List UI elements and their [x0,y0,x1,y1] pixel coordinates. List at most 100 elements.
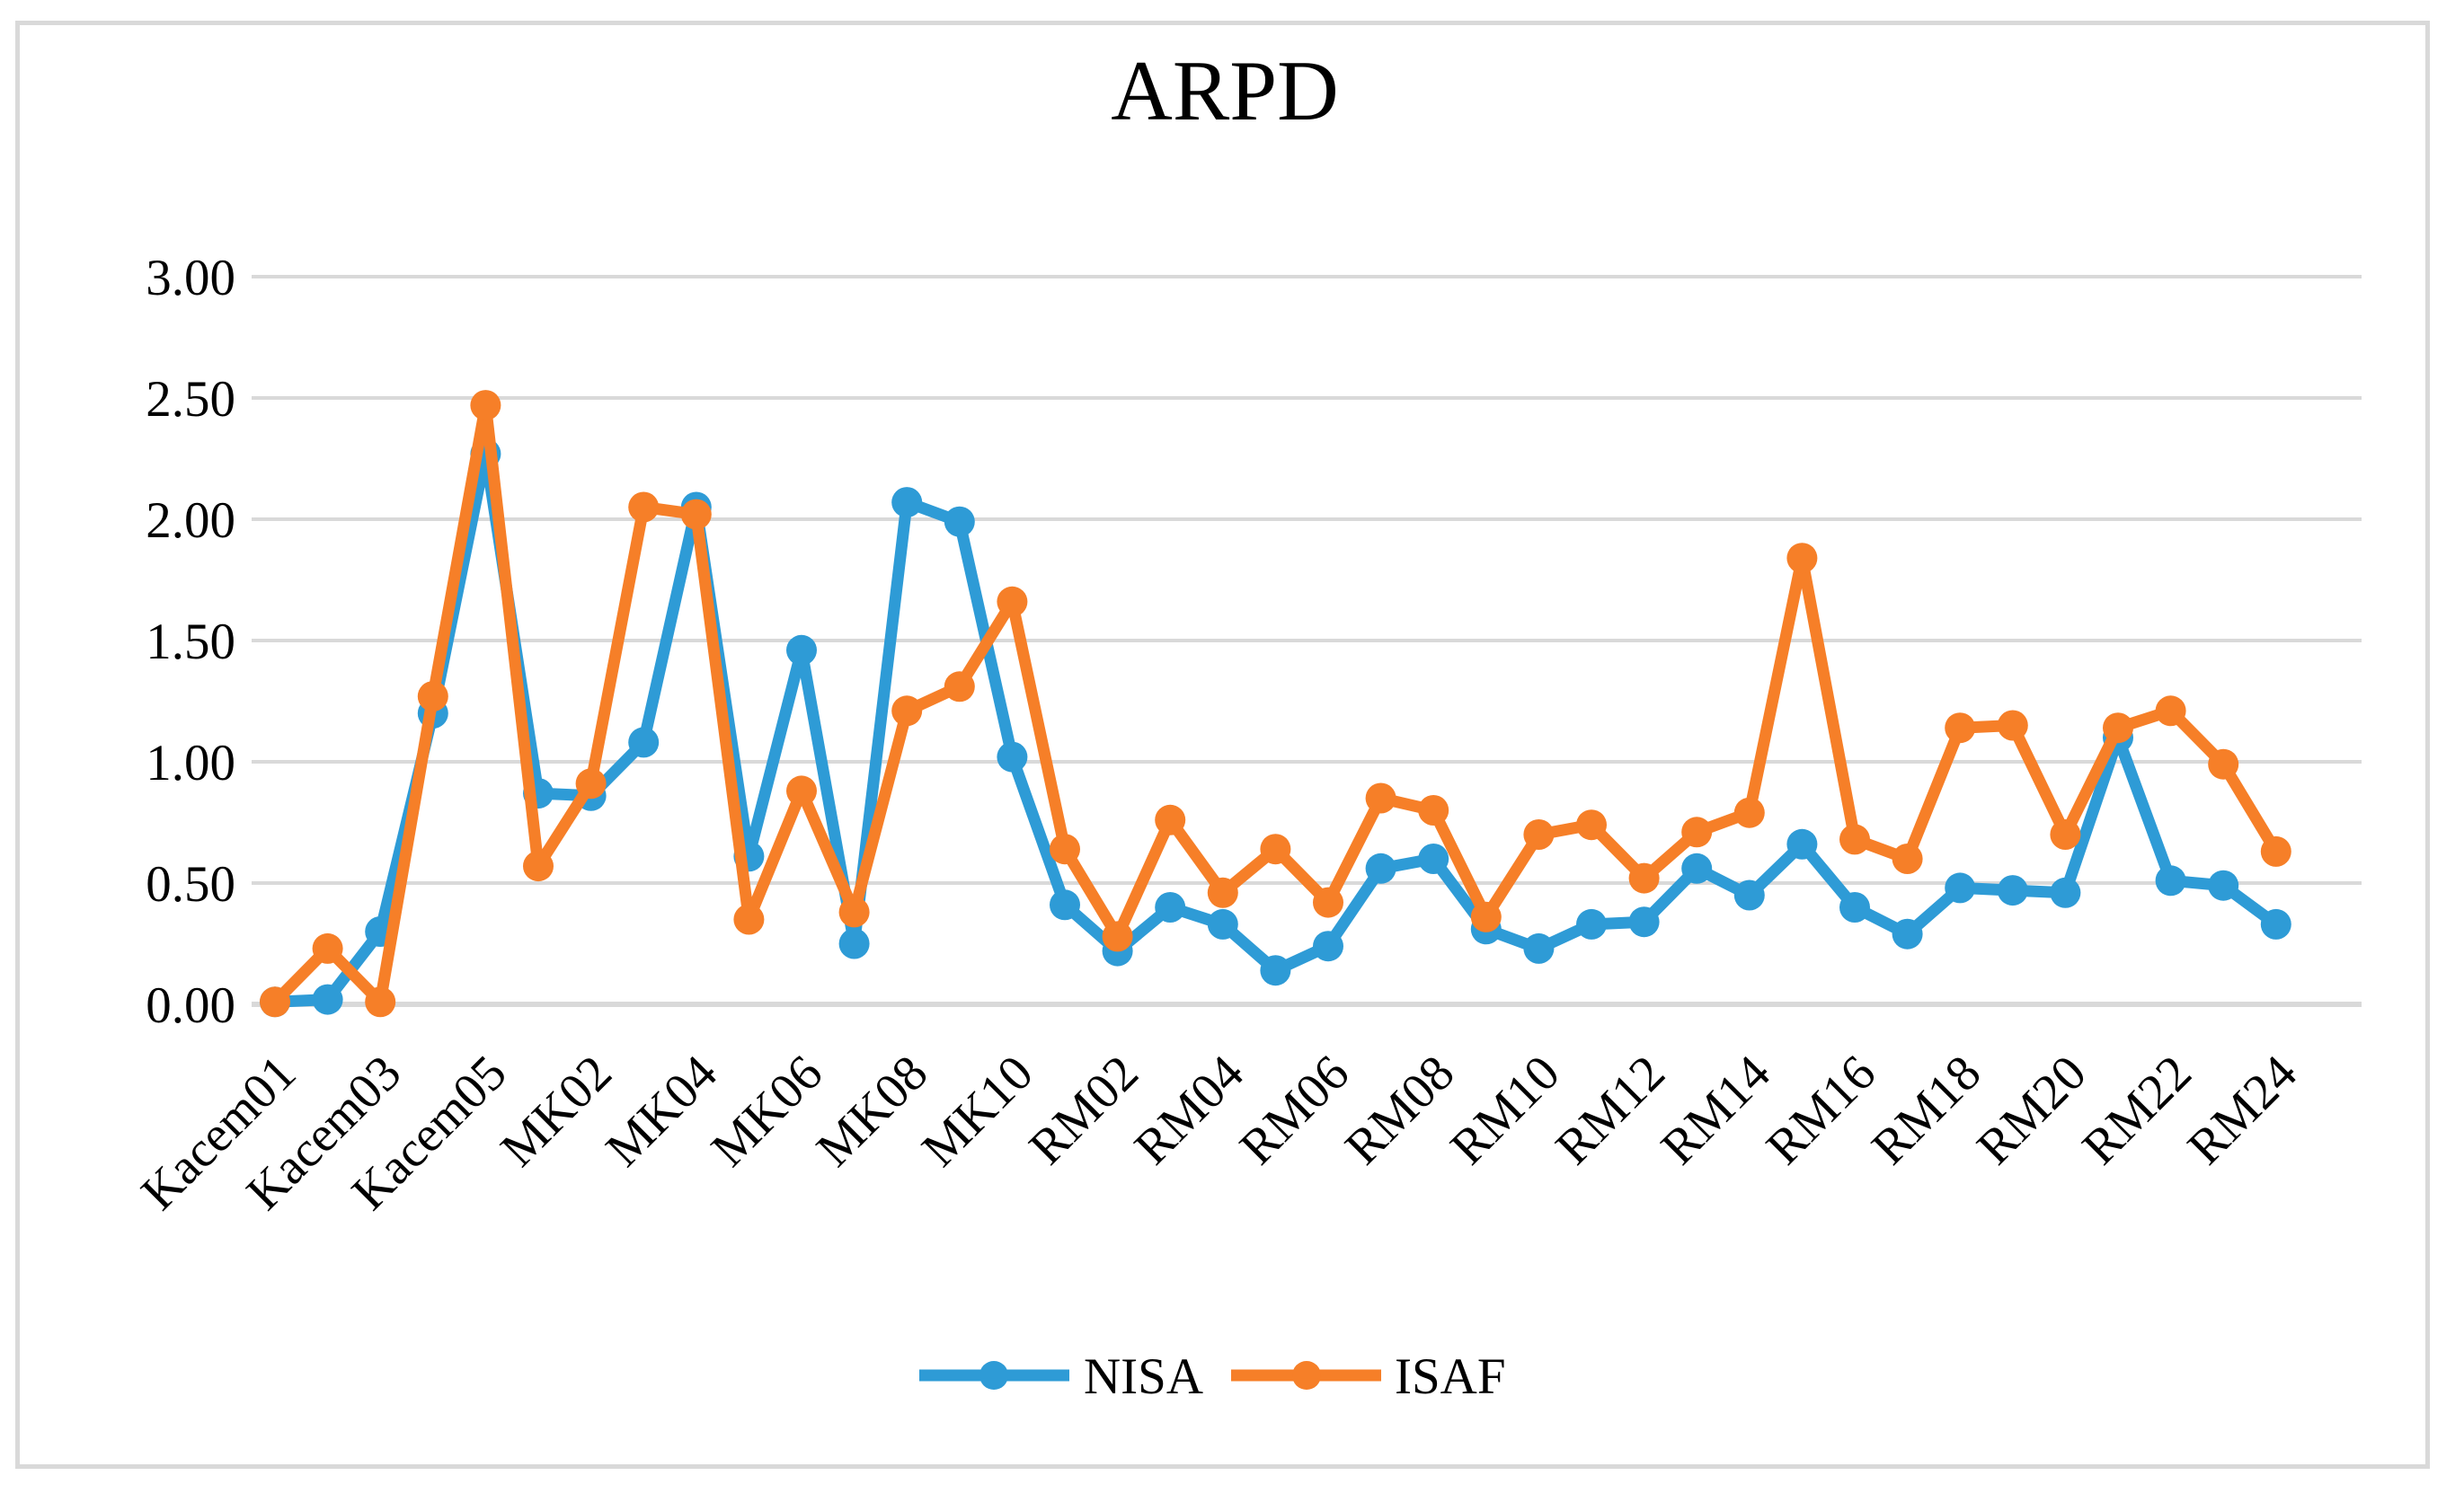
isaf-marker [1839,824,1870,855]
series-isaf [260,390,2291,1018]
x-axis-tick-label: RM04 [1124,1045,1254,1175]
series-layer [260,390,2291,1018]
isaf-marker [1945,712,1976,744]
nisa-marker [1365,853,1396,884]
x-axis-tick-label: RM24 [2177,1045,2308,1175]
isaf-marker [575,768,607,800]
legend-item-nisa: NISA [919,1348,1203,1405]
isaf-marker [523,851,554,882]
nisa-marker [1945,872,1976,904]
isaf-marker [417,681,448,712]
nisa-marker [1786,828,1818,860]
y-axis-tick-label: 2.00 [146,492,235,549]
x-axis-tick-label: RM14 [1651,1045,1781,1175]
x-axis-labels: Kacem01Kacem03Kacem05MK02MK04MK06MK08MK1… [131,1045,2308,1221]
x-axis-tick-label: RM20 [1967,1045,2097,1175]
x-axis-tick-label: RM12 [1546,1045,1676,1175]
x-axis-tick-label: MK02 [491,1045,623,1177]
nisa-legend-marker-icon [979,1361,1008,1390]
nisa-marker [1628,906,1660,938]
isaf-marker [628,491,660,523]
y-axis-tick-label: 2.50 [146,371,235,428]
isaf-marker [1313,887,1343,918]
nisa-marker [1050,889,1080,921]
nisa-marker [1892,918,1923,950]
legend-item-isaf: ISAF [1231,1348,1506,1405]
nisa-marker [944,506,975,537]
nisa-marker [1207,908,1238,940]
nisa-marker [1681,853,1713,884]
nisa-marker [1313,931,1343,962]
x-axis-tick-label: MK10 [911,1045,1043,1177]
isaf-marker [1523,819,1555,850]
isaf-marker [1155,804,1186,835]
y-axis-tick-label: 0.00 [146,977,235,1034]
x-axis-tick-label: RM02 [1019,1045,1149,1175]
nisa-marker [2208,870,2239,901]
isaf-marker [2208,748,2239,780]
isaf-marker [1470,901,1502,932]
isaf-marker [2103,712,2133,744]
isaf-marker [470,390,501,421]
nisa-marker [997,741,1028,773]
x-axis-tick-label: RM22 [2072,1045,2203,1175]
isaf-marker [1892,844,1923,874]
y-axis-tick-label: 1.00 [146,735,235,791]
x-axis-tick-label: MK06 [701,1045,833,1177]
nisa-marker [2260,908,2291,940]
chart-border [15,21,2430,1469]
isaf-marker [1628,862,1660,894]
nisa-marker [1523,932,1555,964]
isaf-marker [2155,695,2186,727]
isaf-marker [1786,543,1818,574]
nisa-marker [1260,955,1291,986]
isaf-marker [997,586,1028,617]
x-axis-tick-label: RM10 [1440,1045,1571,1175]
nisa-marker [1839,892,1870,923]
isaf-legend-marker-icon [1292,1361,1321,1390]
nisa-marker [2050,877,2081,908]
isaf-marker [312,932,343,964]
nisa-marker [891,487,923,518]
isaf-marker [365,986,396,1018]
y-axis-tick-label: 0.50 [146,856,235,913]
isaf-marker [1576,809,1607,841]
nisa-marker [838,928,870,959]
isaf-marker [1260,834,1291,865]
legend-label-isaf: ISAF [1395,1348,1506,1405]
isaf-marker [1102,921,1133,952]
nisa-marker [786,634,817,666]
isaf-marker [2260,835,2291,867]
legend: NISA ISAF [919,1348,1506,1405]
isaf-marker [1050,834,1080,865]
isaf-marker [1733,797,1765,828]
x-axis-tick-label: RM08 [1334,1045,1465,1175]
isaf-marker [1997,710,2028,741]
isaf-marker [733,904,765,935]
x-axis-tick-label: RM18 [1861,1045,1991,1175]
x-axis-tick-label: RM16 [1756,1045,1886,1175]
y-axis-labels: 0.00 0.50 1.00 1.50 2.00 2.50 3.00 [146,250,235,1034]
x-axis-tick-label: RM06 [1229,1045,1360,1175]
isaf-marker [786,775,817,807]
y-axis-tick-label: 1.50 [146,614,235,670]
nisa-marker [1418,844,1449,874]
legend-label-nisa: NISA [1084,1348,1203,1405]
isaf-marker [838,897,870,928]
isaf-marker [260,986,290,1018]
chart-title: ARPD [1111,43,1338,138]
isaf-line [269,399,2282,1008]
isaf-marker [1207,877,1238,908]
nisa-marker [1155,892,1186,923]
nisa-marker [1576,908,1607,940]
nisa-marker [1997,875,2028,906]
nisa-marker [312,984,343,1015]
isaf-marker [1365,782,1396,814]
nisa-marker [1733,879,1765,911]
x-axis-tick-label: MK08 [806,1045,938,1177]
isaf-marker [2050,819,2081,850]
y-axis-tick-label: 3.00 [146,250,235,306]
x-axis-tick-label: MK04 [596,1045,728,1177]
